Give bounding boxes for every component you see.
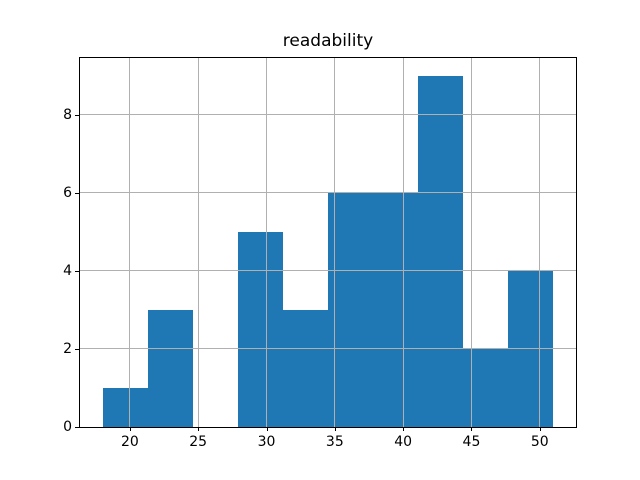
- gridline-horizontal: [80, 114, 576, 116]
- y-tick-label: 2: [63, 340, 72, 357]
- gridline-vertical: [197, 58, 199, 427]
- x-tick-label: 50: [530, 434, 549, 450]
- y-tick-mark: [75, 270, 79, 272]
- plot-area: [79, 57, 577, 428]
- gridline-horizontal: [80, 348, 576, 350]
- histogram-bar: [373, 192, 419, 427]
- gridline-vertical: [266, 58, 267, 427]
- x-tick-mark: [129, 427, 131, 431]
- x-tick-mark: [334, 427, 336, 431]
- histogram-bar: [463, 348, 509, 427]
- y-tick-mark: [75, 114, 79, 116]
- histogram-bar: [328, 192, 374, 427]
- x-tick-label: 25: [189, 434, 208, 450]
- histogram-bar: [147, 309, 193, 427]
- y-tick-label: 6: [63, 184, 72, 201]
- gridline-vertical: [402, 58, 404, 427]
- histogram-bar: [102, 387, 148, 427]
- x-tick-label: 35: [325, 434, 344, 450]
- y-tick-mark: [75, 348, 79, 350]
- y-tick-label: 0: [63, 419, 72, 435]
- histogram-bar: [237, 231, 283, 427]
- gridline-vertical: [129, 58, 131, 427]
- chart-title: readability: [282, 31, 374, 51]
- x-tick-label: 40: [394, 434, 413, 450]
- y-tick-label: 4: [63, 262, 72, 279]
- y-tick-mark: [75, 192, 79, 194]
- y-tick-mark: [75, 427, 79, 428]
- x-tick-label: 45: [462, 434, 481, 450]
- x-tick-label: 20: [120, 434, 139, 450]
- x-tick-mark: [403, 427, 405, 431]
- x-tick-label: 30: [257, 434, 276, 450]
- x-tick-mark: [266, 427, 268, 431]
- gridline-vertical: [539, 58, 541, 427]
- x-tick-mark: [539, 427, 541, 431]
- x-tick-mark: [471, 427, 473, 431]
- y-tick-label: 8: [63, 106, 72, 123]
- histogram-bar: [418, 75, 464, 427]
- gridline-vertical: [334, 58, 336, 427]
- gridline-horizontal: [80, 192, 576, 194]
- x-tick-mark: [198, 427, 200, 431]
- histogram-bar: [282, 309, 328, 427]
- gridline-horizontal: [80, 270, 576, 272]
- gridline-vertical: [470, 58, 472, 427]
